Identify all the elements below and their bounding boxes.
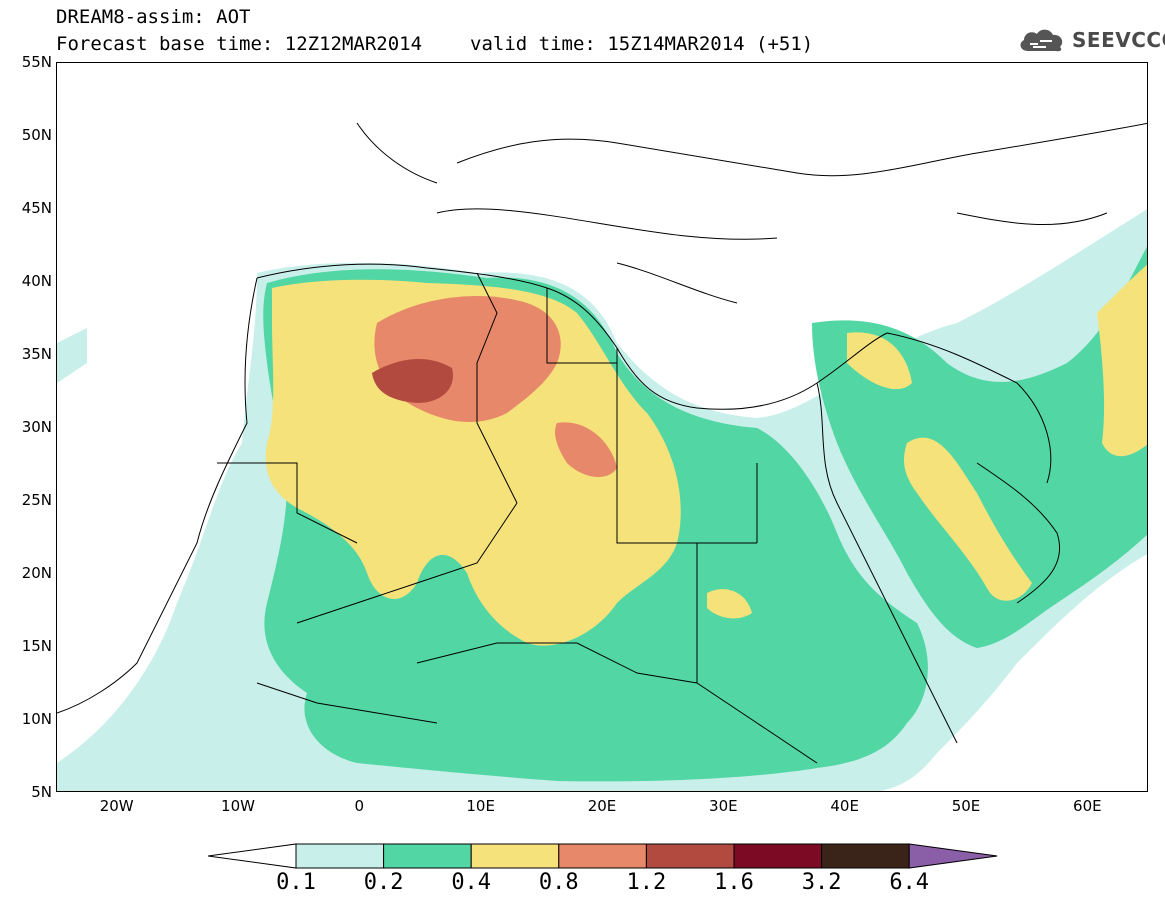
lon-tick-label: 30E: [709, 797, 738, 815]
lon-tick-label: 40E: [830, 797, 859, 815]
lat-tick-label: 55N: [21, 53, 52, 71]
colorbar-label: 0.8: [538, 870, 579, 895]
aot-map: [57, 122, 1147, 791]
lon-tick-label: 60E: [1073, 797, 1102, 815]
aot-level-0-4: [265, 264, 1147, 646]
valid-time: valid time: 15Z14MAR2014 (+51): [470, 33, 814, 55]
lon-tick-label: 10W: [221, 797, 255, 815]
lat-tick-label: 20N: [21, 564, 52, 582]
cloud-icon: [1020, 29, 1063, 52]
logo-text: SEEVCCC: [1072, 28, 1165, 52]
colorbar-segment: [558, 843, 647, 869]
lat-tick-label: 45N: [21, 199, 52, 217]
aot-level-1-2: [372, 358, 453, 403]
seevccc-logo: SEEVCCC: [1016, 25, 1165, 55]
colorbar-label: 0.1: [276, 870, 316, 895]
lon-tick-label: 20W: [99, 797, 134, 815]
coastlines: [57, 122, 1147, 764]
colorbar-segment: [733, 843, 823, 869]
colorbar-under-arrow: [208, 843, 297, 869]
colorbar-label: 1.2: [626, 870, 667, 895]
lat-tick-label: 5N: [31, 783, 52, 801]
map-panel: [56, 62, 1148, 792]
title-line-1: DREAM8-assim: AOT: [56, 6, 251, 28]
lat-tick-label: 40N: [21, 272, 52, 290]
lon-tick-label: 50E: [951, 797, 981, 815]
lat-tick-label: 35N: [21, 345, 52, 363]
lon-tick-label: 10E: [466, 797, 495, 815]
forecast-base-time: Forecast base time: 12Z12MAR2014: [56, 33, 423, 55]
colorbar-label: 6.4: [889, 870, 930, 895]
colorbar-label: 1.6: [714, 870, 754, 895]
colorbar-label: 0.4: [451, 870, 492, 895]
colorbar-segment: [383, 843, 472, 869]
colorbar: [208, 843, 998, 869]
lat-tick-label: 50N: [21, 126, 52, 144]
lon-tick-label: 0: [354, 797, 365, 815]
colorbar-label: 3.2: [801, 870, 842, 895]
lat-tick-label: 25N: [21, 491, 52, 509]
lat-tick-label: 30N: [21, 418, 52, 436]
colorbar-segment: [470, 843, 560, 869]
lat-tick-label: 15N: [21, 637, 52, 655]
lat-tick-label: 10N: [21, 710, 52, 728]
colorbar-segment: [295, 843, 385, 869]
colorbar-label: 0.2: [363, 870, 404, 895]
colorbar-segment: [821, 843, 910, 869]
colorbar-over-arrow: [908, 843, 998, 869]
title-line-2: Forecast base time: 12Z12MAR2014 valid t…: [56, 33, 813, 55]
lon-tick-label: 20E: [587, 797, 617, 815]
colorbar-segment: [645, 843, 735, 869]
